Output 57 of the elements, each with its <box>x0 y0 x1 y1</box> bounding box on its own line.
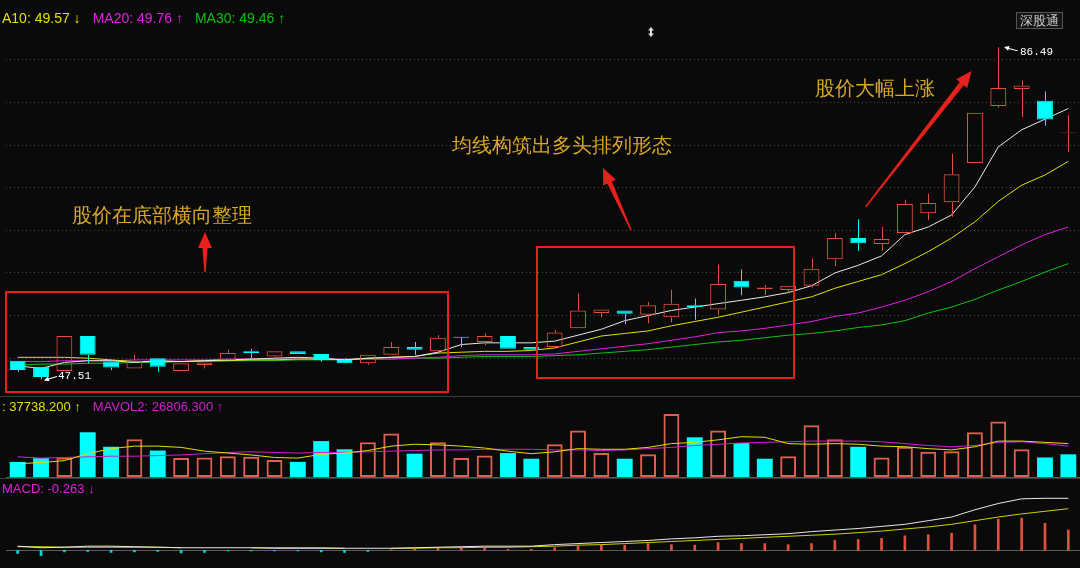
bar <box>880 538 883 551</box>
bar <box>756 458 773 477</box>
bar <box>810 543 813 551</box>
bar <box>406 453 423 477</box>
bar <box>740 543 743 551</box>
bar <box>1020 517 1023 551</box>
text: MA30: 49.46 ↑ <box>194 10 286 27</box>
bar <box>79 432 96 477</box>
bar <box>149 450 166 477</box>
bar <box>553 547 556 551</box>
bar <box>670 544 673 551</box>
bar <box>763 543 767 551</box>
bar <box>616 458 633 477</box>
candlestick <box>616 310 633 325</box>
chart-title: MACD: -0.263 ↓ <box>2 481 95 497</box>
bar <box>996 518 1000 551</box>
bar <box>623 544 627 551</box>
bar <box>343 550 346 553</box>
annotation: 股价在底部横向整理 <box>72 203 252 227</box>
bar <box>850 446 867 477</box>
bar <box>950 532 953 551</box>
bar <box>1067 529 1070 551</box>
bar <box>856 539 860 551</box>
bar <box>686 437 703 477</box>
bar <box>500 453 516 477</box>
bar <box>1037 457 1053 477</box>
bar <box>1060 454 1077 477</box>
annotation: 47.51 <box>58 370 92 382</box>
annotation: 股价大幅上涨 <box>815 76 935 100</box>
text: A10: 49.57 ↓ <box>2 10 81 27</box>
bar <box>133 550 136 553</box>
bar <box>63 550 66 553</box>
candlestick <box>313 353 330 363</box>
candlestick <box>149 358 166 373</box>
bar <box>733 442 750 477</box>
text: 深股通 <box>1016 12 1063 29</box>
candlestick <box>103 359 119 371</box>
bar <box>926 534 930 551</box>
candlestick <box>406 341 423 356</box>
bar <box>336 449 353 477</box>
bar <box>9 461 26 477</box>
bar <box>203 550 206 553</box>
text: MAVOL2: 26806.300 ↑ <box>92 399 224 415</box>
bar <box>103 446 119 477</box>
bar <box>600 544 603 551</box>
text: : 37738.200 ↑ <box>2 399 81 415</box>
text: MA20: 49.76 ↑ <box>92 10 183 27</box>
candlestick <box>9 360 26 373</box>
bar <box>313 441 330 477</box>
bar <box>289 461 306 477</box>
annotation: 均线构筑出多头排列形态 <box>452 133 672 157</box>
candlestick <box>850 218 867 252</box>
bar <box>523 458 540 477</box>
bar <box>319 550 323 553</box>
bar <box>16 550 19 554</box>
annotation: 86.49 <box>1020 46 1054 58</box>
bar <box>693 544 697 551</box>
